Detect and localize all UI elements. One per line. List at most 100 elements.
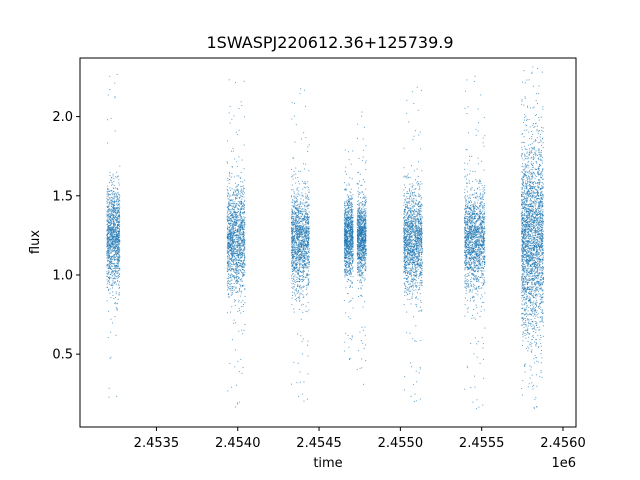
data-point <box>244 219 246 221</box>
data-point <box>119 234 121 236</box>
data-point <box>232 275 234 277</box>
data-point <box>242 226 244 228</box>
data-point <box>108 237 110 239</box>
data-point <box>112 214 114 216</box>
data-point <box>113 278 115 280</box>
data-point <box>349 222 351 224</box>
data-point <box>110 243 112 245</box>
data-point <box>302 286 304 288</box>
data-point <box>308 238 310 240</box>
data-point <box>117 175 119 177</box>
data-point <box>237 270 239 272</box>
data-point <box>305 258 307 260</box>
data-point <box>241 240 243 242</box>
data-point <box>111 201 113 203</box>
data-point <box>307 208 309 210</box>
data-point <box>348 204 350 206</box>
data-point <box>352 218 354 220</box>
data-point <box>344 232 346 234</box>
data-point <box>294 253 296 255</box>
data-point <box>233 260 235 262</box>
data-point <box>236 234 238 236</box>
data-point <box>349 233 351 235</box>
data-point <box>350 258 352 260</box>
data-point <box>227 281 229 283</box>
data-point <box>111 223 113 225</box>
data-point <box>294 247 296 249</box>
data-point <box>349 255 351 257</box>
data-point <box>299 248 301 250</box>
data-point <box>291 250 293 252</box>
data-point <box>348 222 350 224</box>
data-point <box>348 233 350 235</box>
data-point <box>303 216 305 218</box>
data-point <box>119 228 120 230</box>
data-point <box>298 277 300 279</box>
data-point <box>297 211 299 213</box>
data-point <box>243 275 245 277</box>
data-point <box>238 266 240 268</box>
data-point <box>227 260 229 262</box>
data-point <box>227 248 229 250</box>
data-point <box>350 236 352 238</box>
data-point <box>294 282 296 284</box>
data-point <box>352 241 354 243</box>
data-point <box>237 270 239 272</box>
data-point <box>298 222 300 224</box>
data-point <box>307 274 309 276</box>
data-point <box>292 265 294 267</box>
data-point <box>299 255 301 257</box>
data-point <box>306 246 308 248</box>
data-point <box>107 245 109 247</box>
data-point <box>295 264 297 266</box>
data-point <box>232 286 234 288</box>
data-point <box>307 222 309 224</box>
data-point <box>238 254 240 256</box>
data-point <box>296 258 298 260</box>
data-point <box>349 248 351 250</box>
data-point <box>295 217 297 219</box>
data-point <box>234 198 236 200</box>
data-point <box>115 254 117 256</box>
data-point <box>241 217 243 219</box>
data-point <box>234 230 236 232</box>
data-point <box>114 200 116 202</box>
data-point <box>115 219 117 221</box>
data-point <box>230 199 232 201</box>
data-point <box>347 244 349 246</box>
data-point <box>295 219 297 221</box>
data-point <box>292 283 294 285</box>
data-point <box>349 252 351 254</box>
data-point <box>118 251 120 253</box>
data-point <box>296 252 298 254</box>
data-point <box>293 102 295 104</box>
data-point <box>229 245 231 247</box>
data-point <box>233 322 235 324</box>
data-point <box>111 219 113 221</box>
data-point <box>113 250 114 252</box>
data-point <box>113 254 115 256</box>
data-point <box>295 226 297 228</box>
data-point <box>296 247 298 249</box>
data-point <box>346 261 348 263</box>
data-point <box>109 260 111 262</box>
data-point <box>110 258 112 260</box>
data-point <box>352 231 354 233</box>
data-point <box>242 185 244 187</box>
data-point <box>243 216 245 218</box>
data-point <box>295 213 297 215</box>
data-point <box>118 212 120 214</box>
data-point <box>238 204 240 206</box>
data-point <box>229 225 231 227</box>
data-point <box>351 224 353 226</box>
data-point <box>227 390 229 392</box>
data-point <box>108 242 110 244</box>
data-point <box>293 311 295 313</box>
data-point <box>233 206 235 208</box>
data-point <box>236 175 238 177</box>
data-point <box>343 222 345 224</box>
data-point <box>350 216 352 218</box>
data-point <box>106 234 108 236</box>
data-point <box>300 198 302 200</box>
data-point <box>345 225 347 227</box>
